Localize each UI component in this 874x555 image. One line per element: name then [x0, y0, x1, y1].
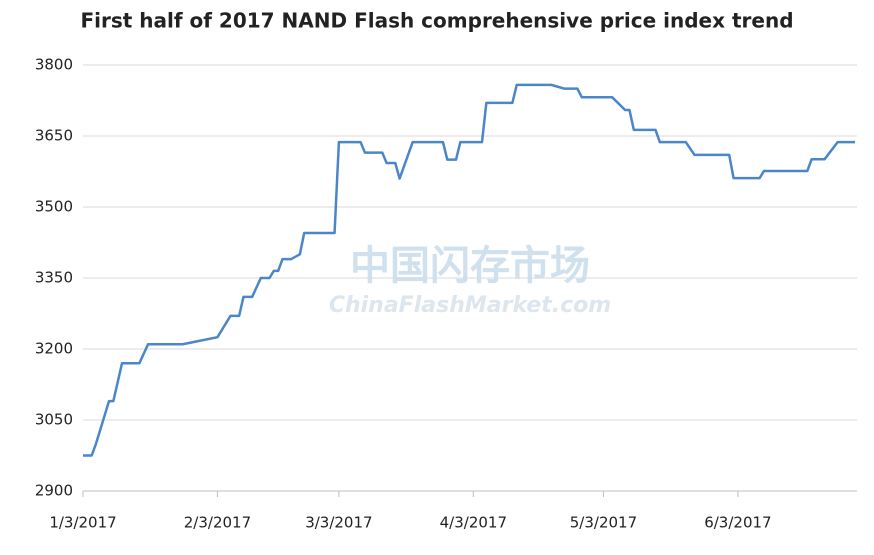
- x-tick-label: 3/3/2017: [305, 514, 372, 532]
- x-tick-label: 2/3/2017: [184, 514, 251, 532]
- watermark: 中国闪存市场: [350, 243, 590, 289]
- watermark: ChinaFlashMarket.com: [329, 293, 611, 318]
- y-tick-label: 2900: [35, 482, 73, 500]
- y-tick-label: 3050: [35, 411, 73, 429]
- y-tick-label: 3800: [35, 56, 73, 74]
- y-tick-label: 3200: [35, 340, 73, 358]
- x-tick-label: 4/3/2017: [440, 514, 507, 532]
- y-tick-label: 3350: [35, 269, 73, 287]
- series-line: [83, 83, 855, 457]
- x-tick-label: 5/3/2017: [570, 514, 637, 532]
- y-tick-label: 3650: [35, 127, 73, 145]
- x-tick-label: 1/3/2017: [49, 514, 116, 532]
- y-tick-label: 3500: [35, 198, 73, 216]
- chart-title: First half of 2017 NAND Flash comprehens…: [80, 9, 793, 33]
- x-tick-label: 6/3/2017: [704, 514, 771, 532]
